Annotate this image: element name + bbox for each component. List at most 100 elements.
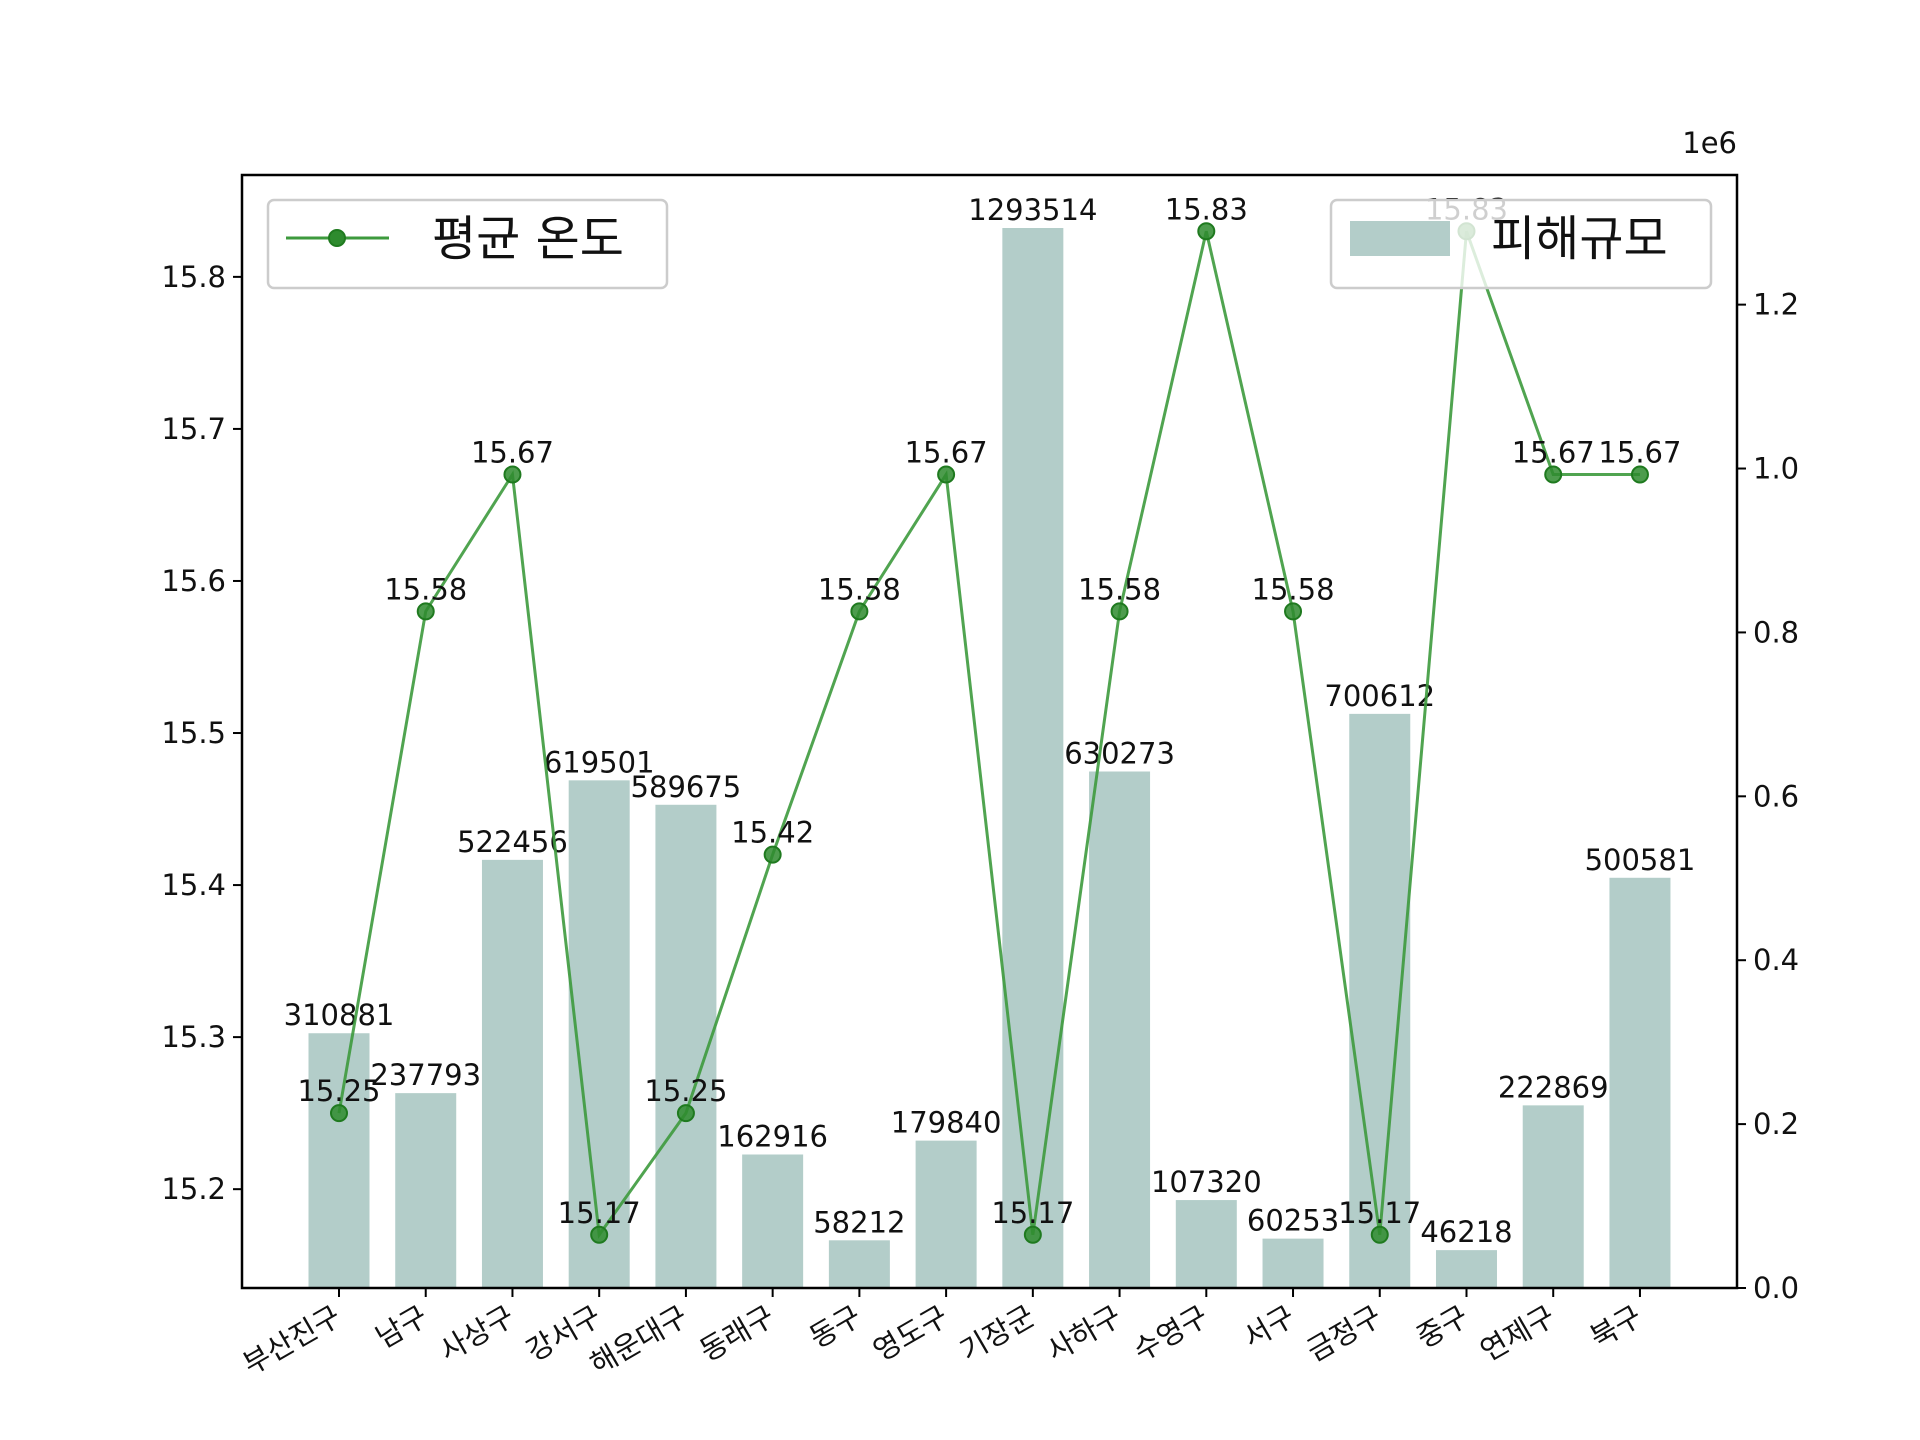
left-tick-label: 15.4 [161, 868, 226, 902]
left-tick-label: 15.5 [161, 716, 226, 750]
legend-bar-swatch [1350, 221, 1450, 256]
bar [1522, 1105, 1584, 1288]
x-tick-label: 연제구 [1474, 1299, 1560, 1368]
x-tick-label: 동래구 [694, 1299, 780, 1368]
point-value-label: 15.17 [558, 1196, 641, 1230]
line-point [1284, 602, 1303, 621]
bar-value-label: 630273 [1064, 737, 1175, 771]
right-tick-label: 0.0 [1753, 1271, 1799, 1305]
bar-value-label: 589675 [631, 770, 742, 804]
point-value-label: 15.58 [818, 572, 901, 606]
bar [915, 1140, 977, 1288]
line-point [850, 602, 869, 621]
x-tick-label: 북구 [1584, 1299, 1647, 1355]
point-value-label: 15.17 [1338, 1196, 1421, 1230]
bar [395, 1093, 457, 1288]
point-value-label: 15.67 [905, 436, 988, 470]
bar-value-label: 1293514 [968, 193, 1097, 227]
bar-value-label: 60253 [1247, 1204, 1339, 1238]
point-value-label: 15.58 [1252, 572, 1335, 606]
bar [568, 780, 630, 1288]
x-tick-label: 해운대구 [584, 1299, 693, 1382]
bar [308, 1033, 370, 1288]
point-value-label: 15.67 [471, 436, 554, 470]
x-tick-label: 사상구 [434, 1299, 520, 1368]
legend-bar-label: 피해규모 [1491, 211, 1668, 267]
left-tick-label: 15.3 [161, 1020, 226, 1054]
x-tick-label: 남구 [370, 1299, 433, 1355]
legend-line-marker [328, 229, 346, 247]
bar [655, 804, 717, 1288]
line-point [1110, 602, 1129, 621]
bar-value-label: 107320 [1151, 1165, 1262, 1199]
right-tick-label: 1.0 [1753, 452, 1799, 486]
point-value-label: 15.58 [1078, 572, 1161, 606]
x-tick-label: 부산진구 [237, 1299, 346, 1382]
point-labels-layer: 15.25 15.58 15.67 15.17 15.25 15.42 15.58 15.67… [297, 192, 1681, 1230]
x-tick-label: 기장군 [954, 1299, 1040, 1368]
left-tick-label: 15.6 [161, 564, 226, 598]
right-tick-label: 0.4 [1753, 943, 1799, 977]
bar-value-label: 619501 [544, 745, 655, 779]
right-tick-label: 1.2 [1753, 288, 1799, 322]
point-value-label: 15.67 [1512, 436, 1595, 470]
line-point [676, 1104, 695, 1123]
right-y-axis: 0.0 0.2 0.4 0.6 0.8 1.0 1.2 [1737, 288, 1799, 1305]
legend-left-box [266, 198, 669, 290]
point-value-label: 15.42 [731, 816, 814, 850]
bar [1609, 877, 1671, 1288]
x-tick-label: 사하구 [1041, 1299, 1127, 1368]
bars-layer [308, 228, 1671, 1288]
right-axis-offset-label: 1e6 [1682, 126, 1737, 160]
left-tick-label: 15.2 [161, 1172, 226, 1206]
point-value-label: 15.58 [384, 572, 467, 606]
bar-value-label: 46218 [1420, 1215, 1512, 1249]
point-value-label: 15.17 [991, 1196, 1074, 1230]
bar-value-label: 162916 [717, 1119, 828, 1153]
line-point [763, 845, 782, 864]
bar [1175, 1200, 1237, 1288]
point-value-label: 15.67 [1598, 436, 1681, 470]
x-tick-label: 영도구 [867, 1299, 953, 1368]
bar-value-label: 310881 [284, 998, 395, 1032]
right-tick-label: 0.8 [1753, 615, 1799, 649]
legend-line-label: 평균 온도 [432, 211, 624, 267]
line-point [1023, 1225, 1042, 1244]
left-tick-label: 15.7 [161, 412, 226, 446]
plot-frame [240, 173, 1739, 1290]
bar [1002, 228, 1064, 1288]
line-point [937, 465, 956, 484]
bar-value-label: 522456 [457, 825, 568, 859]
right-tick-label: 0.6 [1753, 779, 1799, 813]
temperature-line [337, 230, 1640, 1239]
bar-value-label: 700612 [1324, 679, 1435, 713]
bar-value-label: 237793 [370, 1058, 481, 1092]
x-tick-label: 동구 [804, 1299, 867, 1355]
bar-value-label: 222869 [1498, 1070, 1609, 1104]
bar [1435, 1250, 1497, 1288]
right-tick-label: 0.2 [1753, 1107, 1799, 1141]
line-point [416, 602, 435, 621]
line-point [1630, 465, 1649, 484]
line-point [503, 465, 522, 484]
point-value-label: 15.25 [644, 1074, 727, 1108]
legend-right: 피해규모 [1329, 198, 1713, 290]
bar [1262, 1238, 1324, 1288]
legend-left: 평균 온도 [266, 198, 669, 290]
point-value-label: 15.83 [1165, 192, 1248, 226]
bar-value-label: 500581 [1585, 843, 1696, 877]
line-point [1197, 222, 1216, 241]
bar-value-label: 58212 [813, 1205, 905, 1239]
bar [742, 1154, 804, 1288]
left-y-axis: 15.2 15.3 15.4 15.5 15.6 15.7 15.8 [161, 260, 242, 1206]
left-tick-label: 15.8 [161, 260, 226, 294]
x-tick-label: 수영구 [1127, 1299, 1213, 1368]
point-value-label: 15.25 [297, 1074, 380, 1108]
line-point [1370, 1225, 1389, 1244]
line-point [1544, 465, 1563, 484]
bar [1089, 771, 1151, 1288]
x-tick-label: 중구 [1411, 1299, 1474, 1355]
